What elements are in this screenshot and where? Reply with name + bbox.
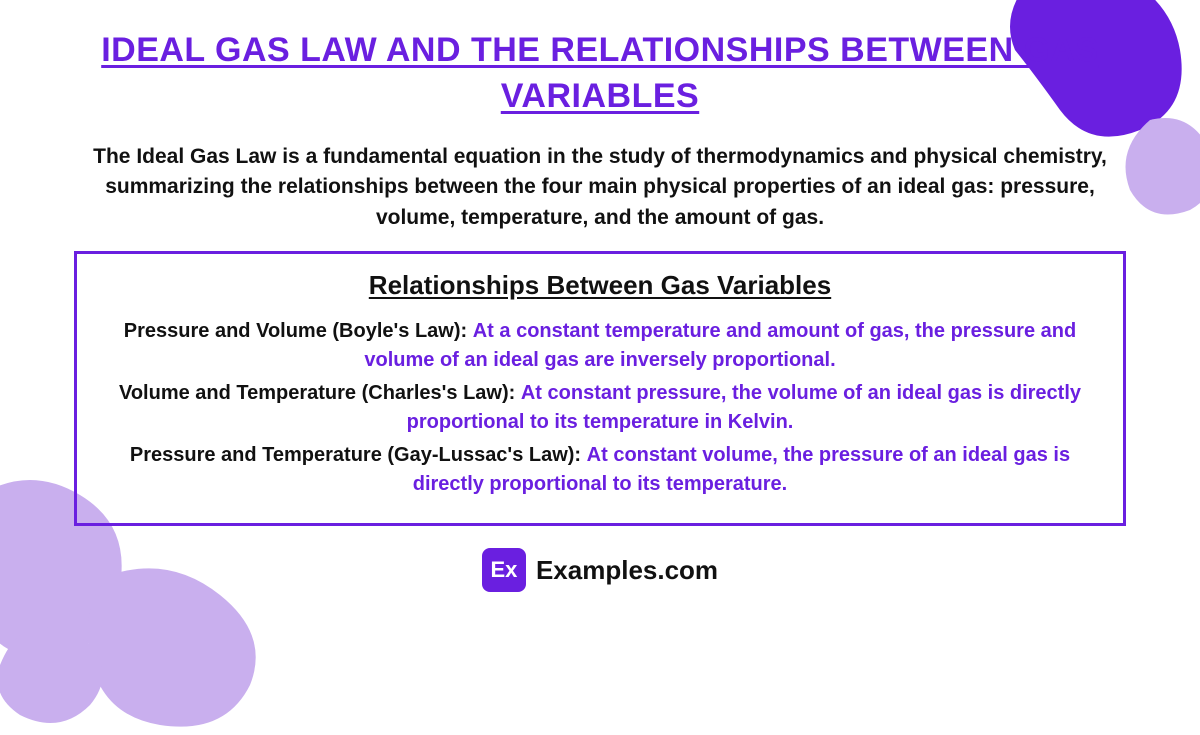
law-label: Pressure and Volume (Boyle's Law): xyxy=(124,320,467,342)
footer-logo: Ex Examples.com xyxy=(70,548,1130,592)
law-desc: At a constant temperature and amount of … xyxy=(364,320,1076,371)
page-title: IDEAL GAS LAW AND THE RELATIONSHIPS BETW… xyxy=(70,28,1130,120)
law-item-gaylussac: Pressure and Temperature (Gay-Lussac's L… xyxy=(107,441,1093,499)
logo-badge: Ex xyxy=(482,548,526,592)
law-item-boyle: Pressure and Volume (Boyle's Law): At a … xyxy=(107,317,1093,375)
logo-text: Examples.com xyxy=(536,555,718,586)
law-label: Volume and Temperature (Charles's Law): xyxy=(119,382,515,404)
content: IDEAL GAS LAW AND THE RELATIONSHIPS BETW… xyxy=(0,0,1200,612)
law-label: Pressure and Temperature (Gay-Lussac's L… xyxy=(130,444,581,466)
box-heading: Relationships Between Gas Variables xyxy=(107,270,1093,301)
relationships-box: Relationships Between Gas Variables Pres… xyxy=(74,251,1126,526)
law-item-charles: Volume and Temperature (Charles's Law): … xyxy=(107,379,1093,437)
intro-paragraph: The Ideal Gas Law is a fundamental equat… xyxy=(70,142,1130,233)
